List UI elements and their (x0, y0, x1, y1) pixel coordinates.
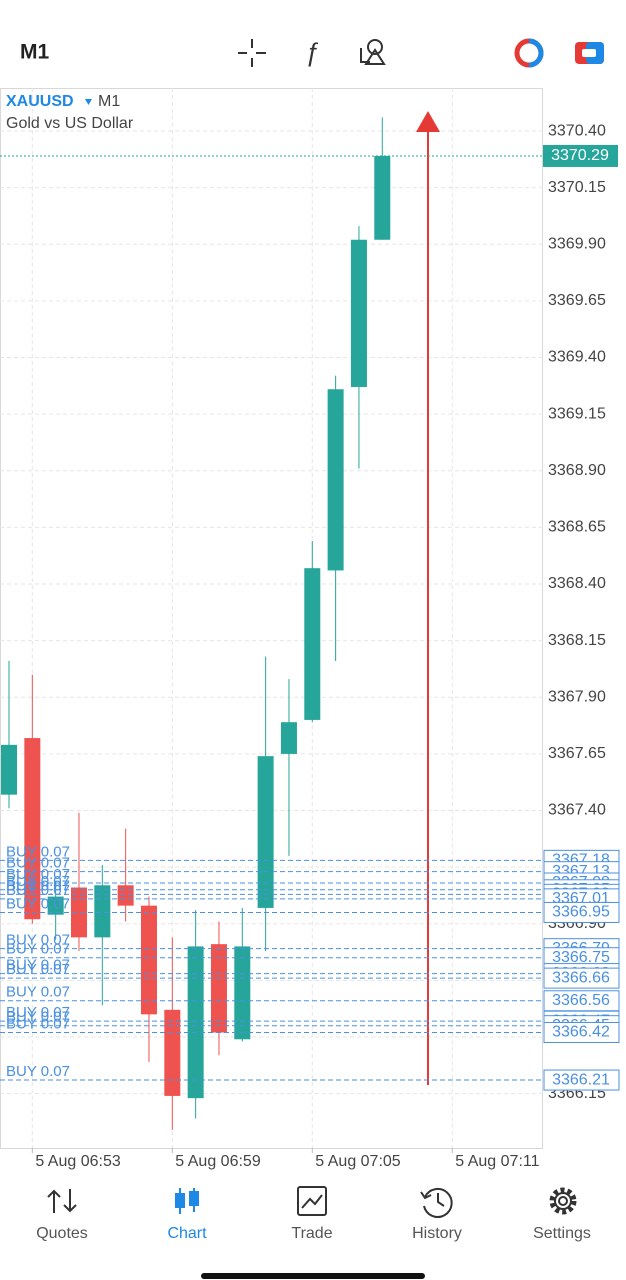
order-label: BUY 0.07 (6, 932, 70, 949)
quotes-icon (47, 1189, 77, 1213)
plot-area (0, 88, 543, 1148)
y-tick-label: 3368.40 (548, 575, 606, 592)
order-label: BUY 0.07 (6, 1015, 70, 1032)
y-tick-label: 3367.65 (548, 745, 606, 762)
candle-body (1, 744, 17, 795)
order-price-box (543, 967, 620, 989)
symbol-dropdown[interactable] (85, 99, 92, 105)
timeframe-button[interactable]: M1 (20, 41, 49, 64)
order-label: BUY 0.07 (6, 877, 70, 894)
order-price-label: 3366.75 (552, 949, 610, 966)
y-tick-label: 3369.15 (548, 405, 606, 422)
order-price-label: 3366.21 (552, 1071, 610, 1088)
candle-body (24, 738, 41, 920)
order-price-box (543, 1069, 620, 1091)
bottom-nav: Quotes Chart Trade History Settings (36, 1186, 591, 1242)
nav-label[interactable]: Trade (291, 1225, 332, 1242)
candle-body (47, 896, 64, 915)
x-tick-label: 5 Aug 06:53 (35, 1153, 121, 1170)
order-price-label: 3366.66 (552, 969, 610, 986)
order-price-label: 3366.42 (552, 1024, 610, 1041)
x-tick-label: 5 Aug 06:59 (175, 1153, 261, 1170)
order-label: BUY 0.07 (6, 957, 70, 974)
indicators-icon[interactable]: ƒ (305, 37, 319, 67)
candle-body (280, 722, 297, 754)
order-label: BUY 0.07 (6, 1004, 70, 1021)
symbol-description: Gold vs US Dollar (6, 115, 134, 132)
y-tick-label: 3370.15 (548, 179, 606, 196)
order-price-box (543, 1021, 620, 1043)
order-label: BUY 0.07 (6, 843, 70, 860)
candle-body (304, 568, 321, 720)
order-label: BUY 0.07 (6, 984, 70, 1001)
y-tick-label: 3368.15 (548, 632, 606, 649)
crosshair-icon[interactable] (238, 39, 266, 67)
candle-body (257, 756, 274, 908)
chart-frame (0, 88, 543, 1149)
order-label: BUY 0.07 (6, 882, 70, 899)
current-price-label: 3370.29 (551, 147, 609, 164)
x-tick-label: 5 Aug 07:11 (455, 1153, 539, 1170)
candle-body (94, 885, 111, 938)
candle-body (70, 887, 87, 938)
nav-label[interactable]: Chart (167, 1225, 207, 1242)
candle-body (327, 389, 344, 571)
order-label: BUY 0.07 (6, 1009, 70, 1026)
chart-icon (175, 1188, 199, 1214)
order-label: BUY 0.07 (6, 961, 70, 978)
objects-icon[interactable] (360, 39, 386, 65)
candle-body (210, 944, 227, 1033)
order-label: BUY 0.07 (6, 866, 70, 883)
nav-label[interactable]: Settings (533, 1225, 591, 1242)
current-price-box (543, 144, 618, 167)
order-label: BUY 0.07 (6, 1063, 70, 1080)
order-label: BUY 0.07 (6, 895, 70, 912)
y-tick-label: 3370.40 (548, 122, 606, 139)
nav-label[interactable]: Quotes (36, 1225, 88, 1242)
candle-body (140, 905, 157, 1015)
chart-timeframe: M1 (98, 93, 120, 110)
trade-icon[interactable] (575, 42, 604, 64)
candle-body (187, 946, 204, 1099)
candle-body (164, 1009, 181, 1096)
order-price-label: 3366.56 (552, 992, 610, 1009)
symbol[interactable]: XAUUSD (6, 93, 74, 110)
trade-nav-icon (297, 1186, 327, 1216)
candle-body (234, 946, 251, 1040)
nav-label[interactable]: History (412, 1225, 462, 1242)
candle-body (374, 155, 391, 240)
y-tick-label: 3367.90 (548, 688, 606, 705)
order-price-box (543, 901, 620, 923)
candle-body (117, 885, 134, 906)
order-label: BUY 0.07 (6, 941, 70, 958)
y-tick-label: 3369.65 (548, 292, 606, 309)
oneclick-icon[interactable] (514, 38, 544, 68)
y-tick-label: 3369.90 (548, 236, 606, 253)
home-indicator (201, 1273, 425, 1279)
order-label: BUY 0.07 (6, 873, 70, 890)
order-price-label: 3366.95 (552, 904, 610, 921)
settings-icon (549, 1187, 577, 1215)
y-tick-label: 3367.40 (548, 802, 606, 819)
arrow-head (416, 111, 440, 132)
y-tick-label: 3368.65 (548, 519, 606, 536)
x-tick-label: 5 Aug 07:05 (315, 1153, 401, 1170)
candle-body (350, 239, 367, 387)
order-label: BUY 0.07 (6, 855, 70, 872)
history-icon (420, 1187, 453, 1218)
y-tick-label: 3369.40 (548, 349, 606, 366)
y-tick-label: 3368.90 (548, 462, 606, 479)
